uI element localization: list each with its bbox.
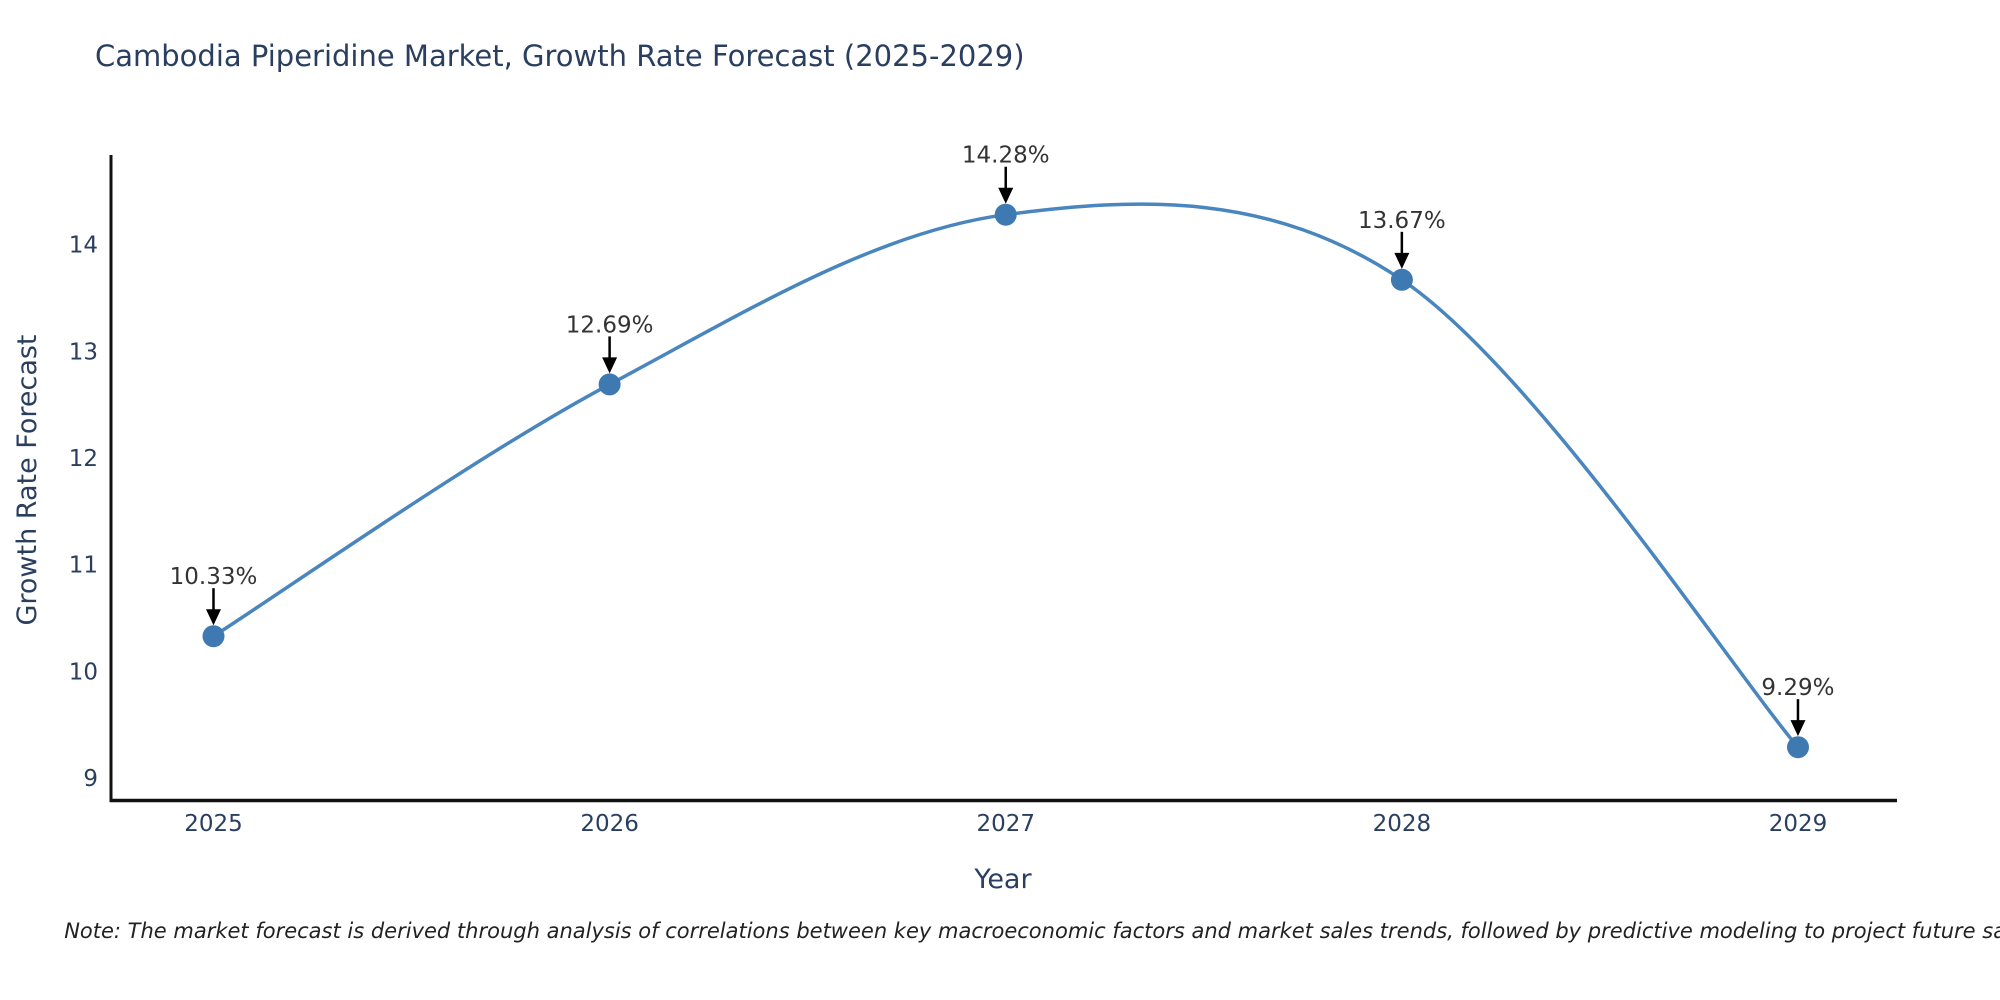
y-axis-title: Growth Rate Forecast xyxy=(12,334,43,625)
annotation-arrowhead-icon xyxy=(602,357,618,374)
data-point-label: 9.29% xyxy=(1761,675,1834,701)
annotation-arrowhead-icon xyxy=(1394,252,1410,269)
data-point-marker[interactable] xyxy=(994,203,1017,226)
footnote: Note: The market forecast is derived thr… xyxy=(64,919,2000,943)
y-tick-label: 12 xyxy=(69,446,98,472)
x-tick-label: 2027 xyxy=(976,811,1035,837)
x-tick-label: 2026 xyxy=(580,811,639,837)
y-tick-label: 9 xyxy=(83,766,98,792)
series-group xyxy=(202,202,1809,759)
x-tick-label: 2028 xyxy=(1373,811,1432,837)
annotation-arrowhead-icon xyxy=(205,609,221,626)
annotation-arrowhead-icon xyxy=(1790,720,1806,737)
x-tick-label: 2025 xyxy=(184,811,243,837)
data-point-marker[interactable] xyxy=(1390,268,1413,291)
annotation-arrowhead-icon xyxy=(998,187,1014,204)
data-point-label: 14.28% xyxy=(962,143,1050,169)
chart-title: Cambodia Piperidine Market, Growth Rate … xyxy=(95,39,1025,73)
y-axis-ticks: 9 10 11 12 13 14 xyxy=(69,233,98,792)
x-axis-title: Year xyxy=(973,864,1032,895)
data-point-label: 13.67% xyxy=(1358,208,1446,234)
y-tick-label: 10 xyxy=(69,659,98,685)
data-point-marker[interactable] xyxy=(1787,736,1809,759)
point-annotations: 10.33% 12.69% 14.28% 13.67% 9.29% xyxy=(170,143,1835,737)
y-tick-label: 13 xyxy=(69,339,98,365)
x-axis-ticks: 2025 2026 2027 2028 2029 xyxy=(184,811,1827,837)
y-tick-label: 14 xyxy=(69,233,98,259)
data-point-label: 12.69% xyxy=(566,312,654,338)
data-point-marker[interactable] xyxy=(202,625,225,648)
y-tick-label: 11 xyxy=(69,553,98,579)
data-point-label: 10.33% xyxy=(170,564,258,590)
series-line xyxy=(211,202,1800,749)
x-tick-label: 2029 xyxy=(1769,811,1828,837)
data-point-marker[interactable] xyxy=(598,373,621,396)
